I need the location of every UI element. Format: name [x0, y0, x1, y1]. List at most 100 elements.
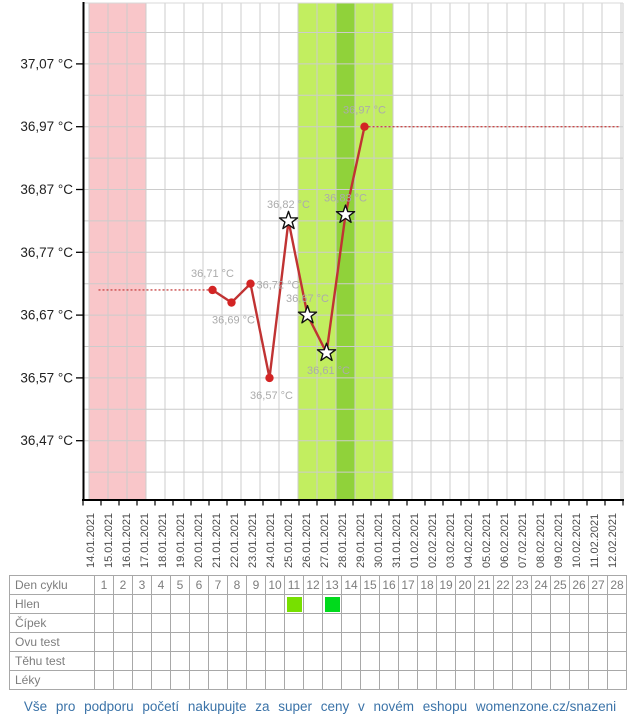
cell-tehu-test-day-24[interactable] [531, 651, 551, 671]
cell-cipek-day-17[interactable] [398, 613, 418, 633]
cell-ovu-test-day-24[interactable] [531, 632, 551, 652]
cell-tehu-test-day-27[interactable] [588, 651, 608, 671]
cell-cipek-day-1[interactable] [94, 613, 114, 633]
cell-leky-day-4[interactable] [151, 670, 171, 690]
cell-tehu-test-day-19[interactable] [436, 651, 456, 671]
cell-leky-day-25[interactable] [550, 670, 570, 690]
cell-tehu-test-day-6[interactable] [189, 651, 209, 671]
cell-tehu-test-day-9[interactable] [246, 651, 266, 671]
cell-hlen-day-22[interactable] [493, 594, 513, 614]
data-point-day-8[interactable]: 36,69 °C [212, 298, 255, 327]
cell-leky-day-28[interactable] [607, 670, 627, 690]
cell-leky-day-22[interactable] [493, 670, 513, 690]
data-point-day-12[interactable]: 36,67 °C [286, 293, 329, 324]
cell-hlen-day-25[interactable] [550, 594, 570, 614]
cell-leky-day-17[interactable] [398, 670, 418, 690]
cell-tehu-test-day-4[interactable] [151, 651, 171, 671]
cell-leky-day-21[interactable] [474, 670, 494, 690]
cell-tehu-test-day-17[interactable] [398, 651, 418, 671]
cell-hlen-day-27[interactable] [588, 594, 608, 614]
cell-tehu-test-day-12[interactable] [303, 651, 323, 671]
cell-cipek-day-13[interactable] [322, 613, 342, 633]
cell-cipek-day-8[interactable] [227, 613, 247, 633]
cell-ovu-test-day-15[interactable] [360, 632, 380, 652]
cell-ovu-test-day-21[interactable] [474, 632, 494, 652]
cell-tehu-test-day-14[interactable] [341, 651, 361, 671]
cell-tehu-test-day-15[interactable] [360, 651, 380, 671]
cell-tehu-test-day-13[interactable] [322, 651, 342, 671]
cell-leky-day-11[interactable] [284, 670, 304, 690]
cell-tehu-test-day-26[interactable] [569, 651, 589, 671]
cell-leky-day-1[interactable] [94, 670, 114, 690]
cell-ovu-test-day-18[interactable] [417, 632, 437, 652]
cell-cipek-day-12[interactable] [303, 613, 323, 633]
cell-ovu-test-day-19[interactable] [436, 632, 456, 652]
cell-hlen-day-2[interactable] [113, 594, 133, 614]
cell-hlen-day-14[interactable] [341, 594, 361, 614]
cell-leky-day-2[interactable] [113, 670, 133, 690]
cell-ovu-test-day-28[interactable] [607, 632, 627, 652]
data-point-day-14[interactable]: 36,83 °C [324, 193, 367, 224]
cell-hlen-day-15[interactable] [360, 594, 380, 614]
cell-ovu-test-day-3[interactable] [132, 632, 152, 652]
cell-leky-day-16[interactable] [379, 670, 399, 690]
cell-cipek-day-20[interactable] [455, 613, 475, 633]
cell-tehu-test-day-25[interactable] [550, 651, 570, 671]
cell-cipek-day-23[interactable] [512, 613, 532, 633]
data-point-day-13[interactable]: 36,61 °C [307, 342, 350, 377]
cell-leky-day-8[interactable] [227, 670, 247, 690]
cell-leky-day-24[interactable] [531, 670, 551, 690]
cell-ovu-test-day-8[interactable] [227, 632, 247, 652]
cell-tehu-test-day-10[interactable] [265, 651, 285, 671]
cell-leky-day-14[interactable] [341, 670, 361, 690]
cell-ovu-test-day-12[interactable] [303, 632, 323, 652]
cell-ovu-test-day-14[interactable] [341, 632, 361, 652]
cell-tehu-test-day-28[interactable] [607, 651, 627, 671]
cell-tehu-test-day-16[interactable] [379, 651, 399, 671]
cell-ovu-test-day-10[interactable] [265, 632, 285, 652]
cell-hlen-day-10[interactable] [265, 594, 285, 614]
cell-tehu-test-day-11[interactable] [284, 651, 304, 671]
cell-tehu-test-day-7[interactable] [208, 651, 228, 671]
cell-leky-day-6[interactable] [189, 670, 209, 690]
cell-tehu-test-day-22[interactable] [493, 651, 513, 671]
cell-cipek-day-11[interactable] [284, 613, 304, 633]
footer-promo-link[interactable]: Vše pro podporu početí nakupujte za supe… [23, 699, 617, 714]
cell-ovu-test-day-4[interactable] [151, 632, 171, 652]
cell-hlen-day-12[interactable] [303, 594, 323, 614]
cell-cipek-day-26[interactable] [569, 613, 589, 633]
cell-leky-day-19[interactable] [436, 670, 456, 690]
cell-hlen-day-6[interactable] [189, 594, 209, 614]
cell-hlen-day-17[interactable] [398, 594, 418, 614]
cell-hlen-day-28[interactable] [607, 594, 627, 614]
cell-tehu-test-day-2[interactable] [113, 651, 133, 671]
cell-leky-day-10[interactable] [265, 670, 285, 690]
cell-ovu-test-day-23[interactable] [512, 632, 532, 652]
cell-leky-day-9[interactable] [246, 670, 266, 690]
cell-ovu-test-day-26[interactable] [569, 632, 589, 652]
cell-hlen-day-11[interactable] [284, 594, 304, 614]
cell-hlen-day-21[interactable] [474, 594, 494, 614]
cell-hlen-day-13[interactable] [322, 594, 342, 614]
cell-hlen-day-18[interactable] [417, 594, 437, 614]
cell-leky-day-15[interactable] [360, 670, 380, 690]
cell-cipek-day-10[interactable] [265, 613, 285, 633]
data-point-day-11[interactable]: 36,82 °C [267, 199, 310, 230]
data-point-day-15[interactable]: 36,97 °C [343, 105, 386, 131]
data-point-day-9[interactable]: 36,72 °C [246, 279, 299, 292]
cell-hlen-day-16[interactable] [379, 594, 399, 614]
cell-ovu-test-day-2[interactable] [113, 632, 133, 652]
data-point-day-10[interactable]: 36,57 °C [250, 373, 293, 402]
cell-cipek-day-18[interactable] [417, 613, 437, 633]
cell-cipek-day-14[interactable] [341, 613, 361, 633]
cell-leky-day-27[interactable] [588, 670, 608, 690]
cell-hlen-day-9[interactable] [246, 594, 266, 614]
cell-ovu-test-day-1[interactable] [94, 632, 114, 652]
cell-leky-day-7[interactable] [208, 670, 228, 690]
cell-leky-day-12[interactable] [303, 670, 323, 690]
cell-cipek-day-19[interactable] [436, 613, 456, 633]
cell-ovu-test-day-25[interactable] [550, 632, 570, 652]
cell-hlen-day-7[interactable] [208, 594, 228, 614]
cell-ovu-test-day-20[interactable] [455, 632, 475, 652]
cell-ovu-test-day-6[interactable] [189, 632, 209, 652]
